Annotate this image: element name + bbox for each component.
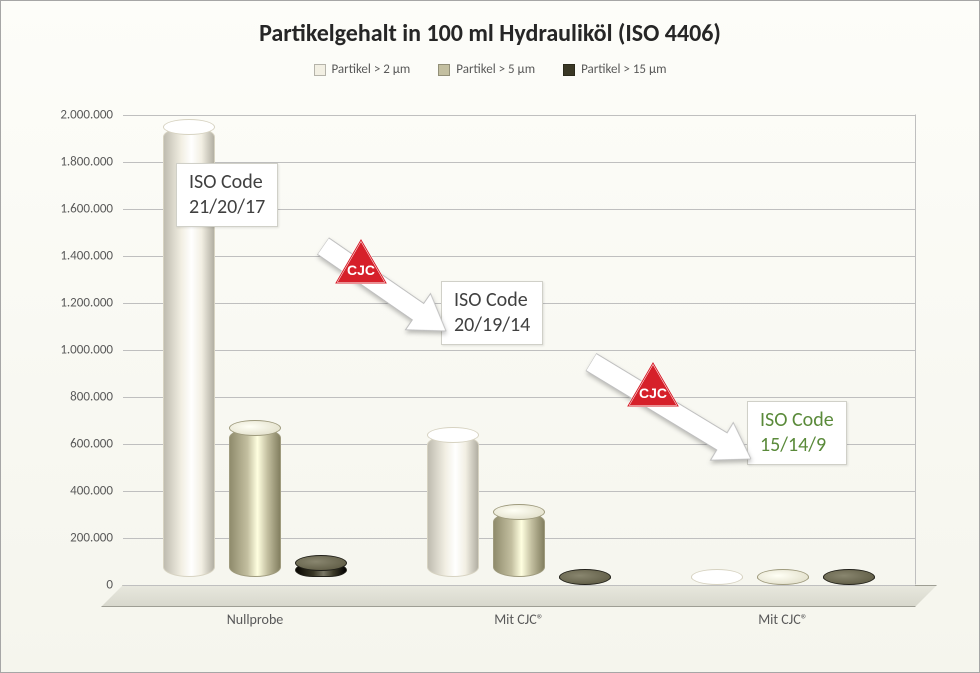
x-category-label: Nullprobe bbox=[227, 611, 284, 628]
cjc-logo-icon: CJC bbox=[625, 361, 681, 411]
svg-text:CJC: CJC bbox=[639, 385, 667, 401]
legend-swatch-2 bbox=[563, 64, 575, 76]
y-tick-label: 1.800.000 bbox=[60, 155, 123, 170]
bar bbox=[493, 512, 545, 585]
gridline bbox=[123, 115, 915, 116]
y-tick-label: 1.400.000 bbox=[60, 249, 123, 264]
gridline bbox=[123, 256, 915, 257]
iso-code-annotation: ISO Code15/14/9 bbox=[747, 401, 847, 465]
bar bbox=[757, 577, 809, 585]
y-tick-label: 200.000 bbox=[70, 531, 123, 546]
wall-right bbox=[915, 93, 937, 585]
chart-title: Partikelgehalt in 100 ml Hydrauliköl (IS… bbox=[1, 1, 979, 48]
gridline bbox=[123, 350, 915, 351]
legend: Partikel > 2 µm Partikel > 5 µm Partikel… bbox=[1, 62, 979, 77]
bar bbox=[691, 577, 743, 585]
y-tick-label: 400.000 bbox=[70, 484, 123, 499]
iso-code-annotation: ISO Code21/20/17 bbox=[176, 163, 278, 227]
y-tick-label: 1.000.000 bbox=[60, 343, 123, 358]
legend-label-2: Partikel > 15 µm bbox=[581, 62, 666, 77]
bar bbox=[295, 563, 347, 585]
chart-frame: Partikelgehalt in 100 ml Hydrauliköl (IS… bbox=[0, 0, 980, 673]
cjc-logo-icon: CJC bbox=[333, 238, 389, 288]
y-tick-label: 2.000.000 bbox=[60, 108, 123, 123]
svg-text:CJC: CJC bbox=[347, 262, 375, 278]
legend-label-1: Partikel > 5 µm bbox=[456, 62, 535, 77]
legend-item-1: Partikel > 5 µm bbox=[438, 62, 535, 77]
y-tick-label: 1.600.000 bbox=[60, 202, 123, 217]
x-category-label: Mit CJC® bbox=[758, 611, 808, 628]
legend-item-2: Partikel > 15 µm bbox=[563, 62, 666, 77]
gridline bbox=[123, 397, 915, 398]
legend-swatch-0 bbox=[314, 64, 326, 76]
floor bbox=[101, 585, 937, 607]
legend-swatch-1 bbox=[438, 64, 450, 76]
bar bbox=[823, 577, 875, 585]
legend-label-0: Partikel > 2 µm bbox=[332, 62, 411, 77]
x-category-label: Mit CJC® bbox=[494, 611, 544, 628]
bar bbox=[229, 428, 281, 585]
bar bbox=[559, 577, 611, 585]
y-tick-label: 0 bbox=[106, 578, 123, 593]
y-tick-label: 1.200.000 bbox=[60, 296, 123, 311]
legend-item-0: Partikel > 2 µm bbox=[314, 62, 411, 77]
bar bbox=[427, 435, 479, 585]
y-tick-label: 600.000 bbox=[70, 437, 123, 452]
gridline bbox=[123, 585, 915, 586]
y-tick-label: 800.000 bbox=[70, 390, 123, 405]
